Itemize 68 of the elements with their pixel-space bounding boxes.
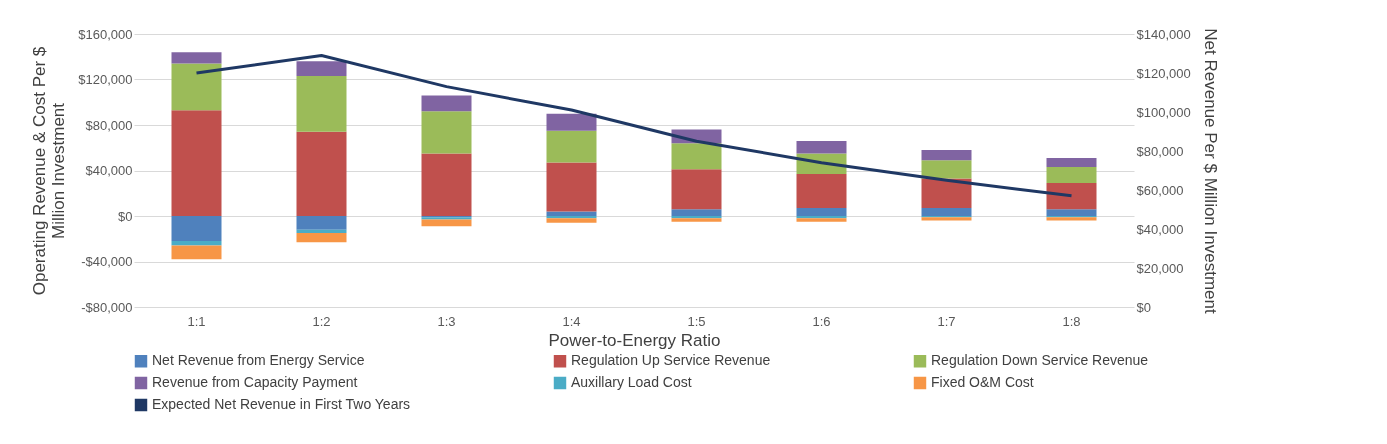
bar (421, 219, 472, 227)
x-tick-label: 1:2 (312, 313, 331, 329)
bar (671, 169, 722, 210)
bar (921, 150, 972, 161)
y-tick-label: -$40,000 (81, 254, 133, 269)
bar (921, 160, 972, 179)
y-tick-label: $0 (118, 208, 133, 224)
legend-label: Fixed O&M Cost (931, 374, 1034, 390)
y2-tick-label: $120,000 (1136, 65, 1191, 81)
bar (1046, 167, 1097, 184)
y-tick-label: $160,000 (78, 26, 133, 42)
bar (796, 140, 847, 154)
legend-label: Expected Net Revenue in First Two Years (152, 396, 411, 412)
x-tick-label: 1:1 (187, 313, 206, 329)
x-tick-label: 1:4 (562, 313, 581, 329)
bar (546, 211, 597, 216)
bar (421, 95, 472, 112)
bar (296, 216, 347, 230)
bar (546, 162, 597, 212)
y-axis-title: Operating Revenue & Cost Per $ Million Investment (30, 46, 69, 296)
x-tick-label: 1:7 (937, 313, 956, 329)
legend-label: Auxillary Load Cost (571, 374, 692, 390)
bar (546, 218, 597, 223)
bar (921, 178, 972, 209)
bar (546, 113, 597, 131)
bar (921, 208, 972, 216)
x-tick-label: 1:3 (437, 313, 456, 329)
bar (296, 131, 347, 216)
y-tick-label: $40,000 (85, 163, 133, 178)
x-tick-label: 1:8 (1062, 313, 1081, 329)
x-tick-label: 1:6 (812, 313, 831, 329)
y2-tick-label: $20,000 (1136, 260, 1184, 276)
y2-tick-label: $80,000 (1136, 143, 1184, 159)
bar (796, 208, 847, 216)
bar (671, 209, 722, 216)
bar (546, 130, 597, 163)
bar (296, 76, 347, 132)
bar (296, 233, 347, 243)
y2-axis-title: Net Revenue Per $ Million Investment (1200, 28, 1220, 314)
bar (1046, 209, 1097, 216)
y2-tick-label: $0 (1136, 299, 1151, 315)
bar (1046, 157, 1097, 168)
bar (1046, 183, 1097, 210)
x-tick-label: 1:5 (687, 313, 706, 329)
y-tick-label: $120,000 (78, 72, 133, 87)
y-tick-label: $80,000 (85, 117, 133, 133)
bar (171, 110, 222, 216)
bar (296, 61, 347, 77)
y2-tick-label: $40,000 (1136, 221, 1184, 237)
bar (421, 153, 472, 216)
bar (421, 111, 472, 154)
line-series (195, 53, 1073, 198)
bar (671, 143, 722, 170)
bar (171, 52, 222, 64)
legend-label: Net Revenue from Energy Service (152, 352, 365, 369)
y2-tick-label: $60,000 (1136, 182, 1184, 198)
legend-label: Regulation Up Service Revenue (571, 352, 771, 369)
legend-label: Regulation Down Service Revenue (931, 352, 1149, 369)
y2-tick-label: $140,000 (1136, 26, 1191, 42)
bar (171, 63, 222, 111)
y2-tick-label: $100,000 (1136, 104, 1191, 120)
bar (171, 245, 222, 260)
legend-label: Revenue from Capacity Payment (152, 374, 358, 390)
bar (171, 216, 222, 242)
x-axis-title: Power-to-Energy Ratio (548, 330, 721, 350)
bar (171, 241, 222, 246)
bar (796, 173, 847, 209)
y-tick-label: -$80,000 (81, 299, 133, 315)
